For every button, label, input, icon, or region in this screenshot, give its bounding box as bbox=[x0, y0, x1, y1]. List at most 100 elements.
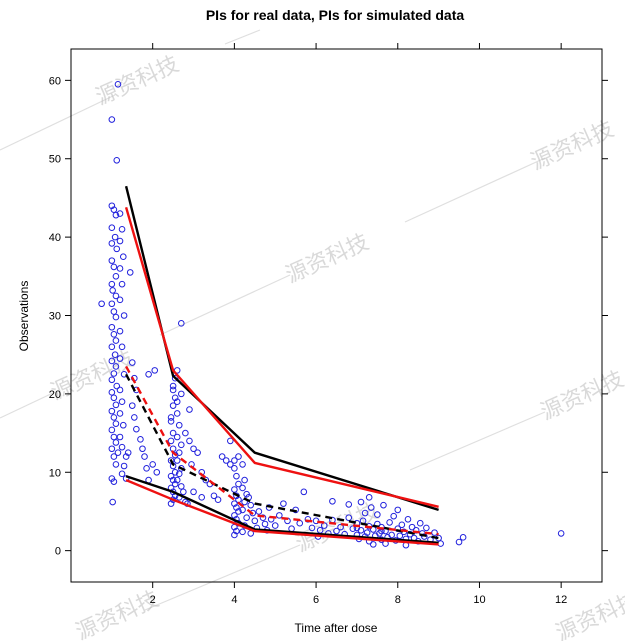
data-point bbox=[180, 488, 187, 496]
data-point bbox=[251, 517, 259, 525]
data-point bbox=[118, 280, 126, 288]
data-point bbox=[173, 476, 181, 484]
data-point bbox=[398, 521, 406, 529]
data-point bbox=[243, 514, 250, 522]
data-point bbox=[110, 453, 118, 460]
data-point bbox=[186, 406, 193, 413]
data-point bbox=[126, 269, 134, 276]
data-point bbox=[365, 494, 373, 501]
data-point bbox=[171, 468, 179, 476]
data-point bbox=[119, 253, 127, 261]
data-point bbox=[222, 457, 230, 464]
data-point bbox=[120, 312, 128, 319]
data-point bbox=[202, 476, 210, 484]
data-point bbox=[149, 461, 156, 468]
data-point bbox=[108, 280, 116, 288]
data-point bbox=[177, 390, 185, 398]
data-point bbox=[233, 527, 240, 535]
data-point bbox=[421, 533, 428, 540]
watermark-line bbox=[404, 157, 546, 223]
data-point bbox=[108, 445, 116, 453]
data-point bbox=[108, 343, 116, 351]
data-point bbox=[112, 273, 120, 280]
data-point bbox=[109, 287, 116, 294]
data-point bbox=[113, 382, 121, 390]
data-point bbox=[455, 538, 463, 546]
data-point bbox=[108, 202, 116, 210]
data-point bbox=[118, 343, 126, 351]
data-point bbox=[167, 414, 175, 421]
data-point bbox=[227, 461, 234, 468]
data-point bbox=[214, 496, 222, 503]
data-point bbox=[231, 512, 238, 519]
data-point bbox=[169, 382, 177, 390]
data-point bbox=[108, 407, 116, 415]
sim-lower-pi-line bbox=[125, 478, 439, 546]
data-point bbox=[116, 433, 124, 441]
data-point bbox=[143, 465, 150, 472]
data-point bbox=[131, 414, 138, 421]
data-point bbox=[227, 437, 234, 445]
data-point bbox=[259, 514, 267, 522]
data-point bbox=[118, 225, 126, 233]
data-point bbox=[108, 257, 116, 264]
data-point bbox=[557, 530, 565, 537]
data-point bbox=[116, 355, 124, 362]
data-point bbox=[388, 531, 395, 539]
data-point bbox=[235, 453, 242, 460]
x-tick-label: 4 bbox=[231, 594, 237, 606]
data-point bbox=[112, 292, 120, 300]
data-point bbox=[304, 515, 312, 523]
y-tick-label: 20 bbox=[49, 389, 61, 401]
data-point bbox=[261, 520, 269, 528]
data-point bbox=[128, 402, 136, 409]
data-point bbox=[231, 457, 238, 464]
data-point bbox=[345, 514, 353, 522]
data-point bbox=[408, 523, 416, 531]
data-point bbox=[369, 541, 377, 548]
data-point bbox=[108, 323, 116, 331]
data-point bbox=[120, 462, 128, 470]
data-point bbox=[169, 476, 177, 484]
data-point bbox=[98, 300, 105, 308]
data-point bbox=[186, 437, 193, 445]
x-tick-label: 12 bbox=[555, 594, 567, 606]
x-tick-label: 8 bbox=[395, 594, 401, 606]
data-point bbox=[329, 497, 336, 505]
data-point bbox=[116, 386, 124, 394]
data-point bbox=[110, 263, 118, 271]
data-point bbox=[308, 524, 316, 532]
x-axis: 2 4 6 8 10 12 bbox=[150, 43, 567, 606]
watermark-text: 源资科技 bbox=[282, 230, 373, 289]
data-point bbox=[349, 525, 357, 533]
data-point bbox=[114, 80, 122, 88]
data-point bbox=[235, 480, 242, 488]
data-point bbox=[108, 376, 116, 384]
data-point bbox=[112, 211, 120, 219]
data-point bbox=[396, 532, 404, 540]
sim-median-line bbox=[125, 365, 439, 536]
data-point bbox=[173, 410, 181, 417]
data-point bbox=[357, 498, 365, 506]
data-point bbox=[167, 472, 175, 480]
data-point bbox=[423, 524, 430, 532]
data-point bbox=[231, 486, 238, 493]
data-point bbox=[111, 351, 119, 358]
data-point bbox=[153, 468, 161, 476]
data-point bbox=[137, 436, 144, 443]
data-point bbox=[167, 500, 175, 507]
data-point bbox=[112, 401, 120, 409]
data-point bbox=[118, 443, 126, 451]
data-point bbox=[241, 476, 248, 484]
data-point bbox=[345, 501, 353, 508]
y-tick-label: 60 bbox=[49, 75, 61, 87]
data-point bbox=[116, 210, 124, 217]
data-point bbox=[233, 504, 240, 511]
data-point bbox=[231, 500, 238, 507]
data-point bbox=[239, 484, 246, 492]
data-points bbox=[98, 80, 565, 549]
data-point bbox=[171, 480, 179, 488]
data-point bbox=[182, 429, 189, 437]
data-point bbox=[380, 501, 387, 509]
data-point bbox=[177, 320, 185, 327]
